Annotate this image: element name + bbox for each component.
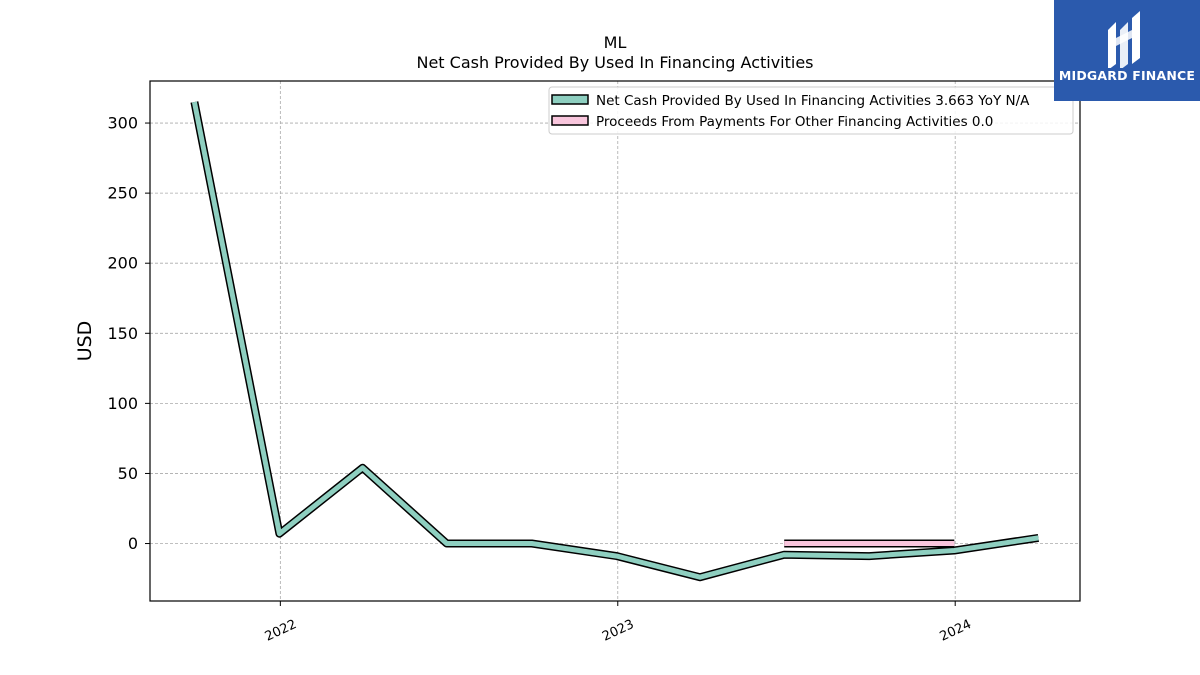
midgard-finance-logo: MIDGARD FINANCE [1054, 0, 1200, 101]
x-tick-label-2023: 2023 [600, 617, 636, 645]
y-tick-label-0: 0 [128, 534, 138, 553]
x-axis-ticks: 2022 2023 2024 [263, 601, 974, 645]
grid-lines [150, 81, 1080, 601]
series-0-outline [190, 101, 1039, 582]
y-tick-label-300: 300 [107, 114, 138, 133]
chart-subtitle: Net Cash Provided By Used In Financing A… [416, 53, 813, 72]
y-tick-label-100: 100 [107, 394, 138, 413]
legend: Net Cash Provided By Used In Financing A… [548, 86, 1074, 135]
legend-box [548, 86, 1074, 135]
y-axis-ticks: 0 50 100 150 200 250 300 [107, 114, 150, 553]
y-axis-label: USD [74, 321, 96, 362]
series-layer [190, 101, 1039, 582]
midgard-logo-icon [1108, 11, 1140, 68]
legend-label-proceeds: Proceeds From Payments For Other Financi… [596, 114, 993, 130]
y-tick-label-50: 50 [118, 464, 138, 483]
plot-frame [149, 80, 1081, 602]
y-tick-label-250: 250 [107, 184, 138, 203]
legend-label-net-cash: Net Cash Provided By Used In Financing A… [596, 93, 1030, 109]
chart-title: ML [604, 33, 627, 52]
y-tick-label-200: 200 [107, 254, 138, 273]
x-tick-label-2024: 2024 [938, 617, 974, 645]
x-tick-label-2022: 2022 [263, 617, 299, 645]
legend-swatch-proceeds [551, 115, 589, 126]
series-0-line [191, 101, 1039, 580]
logo-text: MIDGARD FINANCE [1058, 68, 1196, 83]
y-tick-label-150: 150 [107, 324, 138, 343]
legend-swatch-net-cash [551, 94, 589, 105]
series-0 [190, 101, 1039, 582]
